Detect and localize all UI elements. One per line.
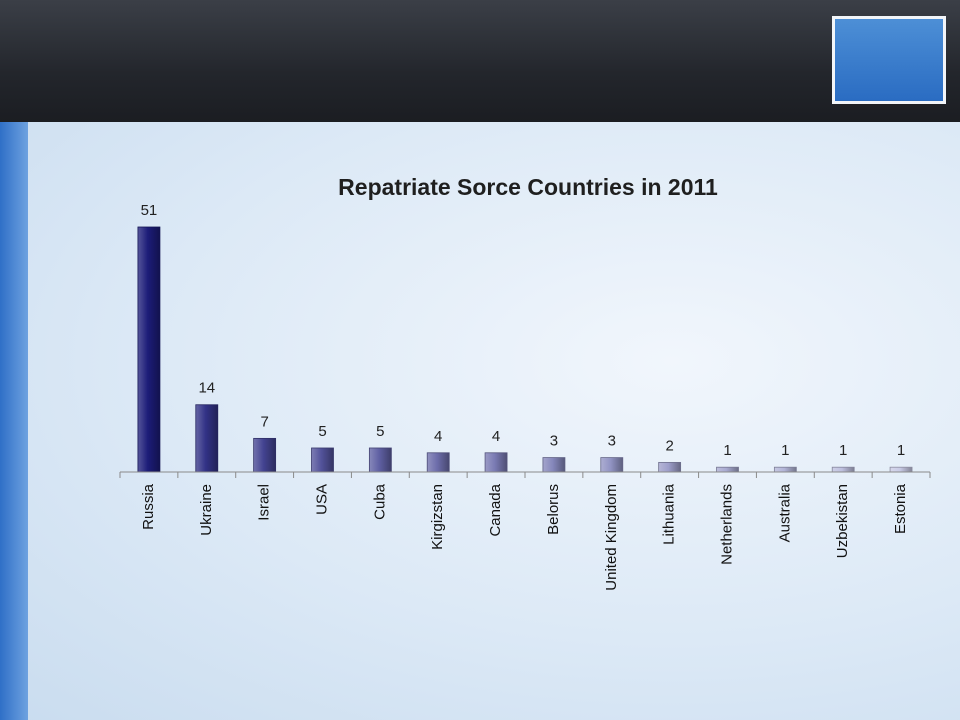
value-label: 1 — [781, 442, 789, 459]
value-label: 4 — [434, 428, 442, 445]
category-label: Netherlands — [718, 484, 735, 565]
bar-israel — [253, 437, 277, 473]
value-label: 2 — [665, 437, 673, 454]
value-label: 1 — [839, 442, 847, 459]
value-label: 14 — [198, 380, 215, 397]
category-label: Russia — [140, 483, 157, 530]
category-label: Estonia — [892, 483, 909, 534]
value-label: 1 — [723, 442, 731, 459]
bars-group — [137, 226, 913, 473]
x-axis-ticks — [119, 472, 931, 478]
bar-uzbekistan — [831, 466, 855, 473]
value-label: 51 — [141, 202, 158, 219]
bar-canada — [484, 452, 508, 473]
category-labels-group: Russia Ukraine Israel USA Cuba Kirgizstan Cana… — [140, 483, 909, 590]
bar-kirgizstan — [426, 452, 450, 473]
category-label: USA — [313, 484, 330, 515]
people-chain-logo-icon — [832, 16, 946, 104]
bar-australia — [773, 466, 797, 473]
value-label: 4 — [492, 428, 500, 445]
bar-united-kingdom — [600, 457, 624, 473]
category-label: Israel — [256, 484, 273, 521]
category-label: Uzbekistan — [834, 484, 851, 558]
bar-lithuania — [658, 461, 682, 473]
value-labels-group: 51 14 7 5 5 4 4 3 3 2 1 1 1 1 — [141, 202, 906, 459]
bar-estonia — [889, 466, 913, 473]
category-label: Canada — [487, 483, 504, 536]
value-label: 5 — [318, 423, 326, 440]
category-label: United Kingdom — [603, 484, 620, 591]
bar-cuba — [368, 447, 392, 473]
bar-usa — [311, 447, 334, 473]
value-label: 1 — [897, 442, 905, 459]
category-label: Kirgizstan — [429, 484, 446, 550]
bar-russia — [137, 226, 161, 473]
bar-belorus — [542, 457, 566, 473]
category-label: Australia — [776, 483, 793, 542]
value-label: 7 — [260, 413, 268, 430]
decorative-band — [0, 122, 28, 720]
value-label: 3 — [608, 433, 616, 450]
value-label: 5 — [376, 423, 384, 440]
bar-ukraine — [195, 404, 219, 473]
category-label: Belorus — [545, 484, 562, 535]
category-label: Lithuania — [661, 483, 678, 545]
chart-title: Repatriate Sorce Countries in 2011 — [338, 174, 718, 200]
category-label: Cuba — [371, 483, 388, 520]
bar-netherlands — [716, 466, 739, 473]
category-label: Ukraine — [198, 484, 215, 536]
value-label: 3 — [550, 433, 558, 450]
header-bar — [0, 0, 960, 122]
